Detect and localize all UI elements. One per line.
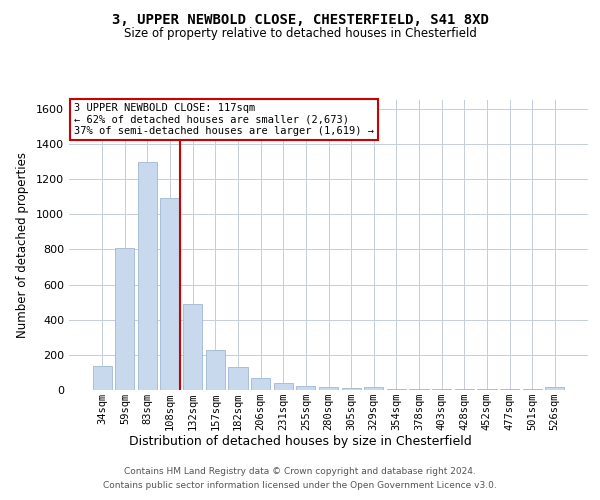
Bar [341, 388, 361, 390]
Bar [92, 366, 112, 390]
Bar [229, 367, 248, 390]
Bar [183, 304, 202, 390]
Bar [274, 382, 293, 390]
Y-axis label: Number of detached properties: Number of detached properties [16, 152, 29, 338]
Text: 3 UPPER NEWBOLD CLOSE: 117sqm
← 62% of detached houses are smaller (2,673)
37% o: 3 UPPER NEWBOLD CLOSE: 117sqm ← 62% of d… [74, 103, 374, 136]
Bar [319, 387, 338, 390]
Bar [364, 387, 383, 390]
Text: Contains HM Land Registry data © Crown copyright and database right 2024.
Contai: Contains HM Land Registry data © Crown c… [103, 468, 497, 489]
Bar [206, 350, 225, 390]
Bar [115, 248, 134, 390]
Bar [409, 389, 428, 390]
Text: Size of property relative to detached houses in Chesterfield: Size of property relative to detached ho… [124, 28, 476, 40]
Bar [138, 162, 157, 390]
Text: 3, UPPER NEWBOLD CLOSE, CHESTERFIELD, S41 8XD: 3, UPPER NEWBOLD CLOSE, CHESTERFIELD, S4… [112, 12, 488, 26]
Bar [160, 198, 180, 390]
Bar [387, 389, 406, 390]
Text: Distribution of detached houses by size in Chesterfield: Distribution of detached houses by size … [128, 435, 472, 448]
Bar [432, 389, 451, 390]
Bar [296, 386, 316, 390]
Bar [251, 378, 270, 390]
Bar [545, 387, 565, 390]
Bar [455, 389, 474, 390]
Bar [477, 389, 497, 390]
Bar [500, 389, 519, 390]
Bar [523, 389, 542, 390]
